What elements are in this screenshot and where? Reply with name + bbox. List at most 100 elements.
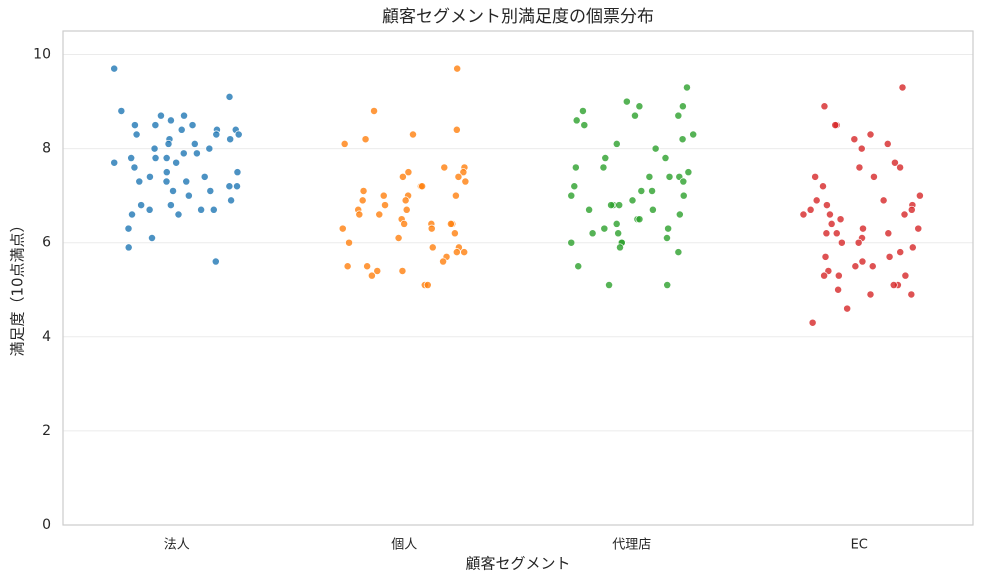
point: [901, 271, 910, 280]
point: [200, 172, 209, 181]
point: [423, 281, 432, 290]
point: [679, 191, 688, 200]
point: [637, 187, 646, 195]
point: [665, 172, 674, 181]
point: [819, 182, 827, 191]
point: [454, 172, 463, 181]
point: [889, 281, 898, 290]
point: [343, 262, 352, 271]
point: [908, 243, 917, 252]
point: [130, 163, 139, 172]
point: [821, 252, 830, 261]
point: [631, 111, 639, 120]
point: [612, 219, 621, 228]
point: [858, 257, 867, 266]
y-tick-label: 6: [42, 235, 51, 251]
point: [570, 182, 579, 191]
point: [674, 111, 683, 120]
y-tick-label: 8: [42, 141, 51, 157]
point: [172, 158, 181, 167]
point: [358, 196, 367, 205]
x-tick-label: 代理店: [612, 538, 651, 553]
point: [674, 248, 683, 257]
point: [869, 172, 878, 181]
x-axis-label: 顧客セグメント: [465, 555, 570, 573]
point: [148, 234, 156, 242]
point: [601, 154, 610, 162]
point: [363, 262, 372, 271]
point: [427, 224, 436, 233]
point: [164, 139, 173, 148]
point: [439, 257, 448, 266]
points: [110, 64, 924, 327]
chart-title: 顧客セグメント別満足度の個票分布: [382, 7, 654, 27]
x-tick-label: 個人: [391, 538, 417, 553]
point: [855, 163, 864, 172]
point: [381, 201, 389, 210]
point: [907, 290, 916, 299]
point: [675, 210, 684, 219]
point: [572, 116, 581, 125]
point: [461, 177, 470, 186]
point: [370, 107, 378, 115]
point: [648, 205, 657, 214]
point: [177, 125, 186, 134]
point: [225, 182, 234, 191]
point: [233, 182, 241, 191]
point: [811, 172, 820, 181]
point: [145, 205, 154, 214]
point: [110, 64, 119, 73]
point: [209, 205, 218, 214]
point: [825, 210, 834, 219]
point: [600, 224, 609, 233]
point: [635, 102, 644, 111]
point: [898, 83, 907, 92]
point: [124, 224, 133, 233]
point: [211, 257, 220, 266]
point: [689, 130, 698, 139]
point: [227, 196, 236, 205]
point: [866, 290, 875, 299]
y-axis-label: 満足度（10点満点）: [9, 217, 27, 356]
point: [605, 281, 614, 290]
point: [822, 201, 831, 210]
point: [574, 262, 583, 271]
point: [588, 229, 597, 238]
point: [453, 64, 462, 73]
point: [578, 107, 587, 115]
point: [446, 219, 455, 228]
y-tick-label: 0: [42, 517, 51, 533]
point: [884, 229, 893, 238]
x-tick-label: EC: [851, 538, 868, 553]
point: [836, 215, 845, 224]
point: [851, 262, 860, 271]
point: [663, 281, 672, 290]
point: [169, 187, 177, 195]
point: [127, 154, 136, 162]
point: [834, 271, 843, 280]
y-tick-label: 2: [42, 423, 51, 439]
point: [367, 271, 376, 280]
point: [124, 243, 133, 252]
point: [225, 92, 234, 101]
point: [404, 168, 413, 177]
point: [402, 205, 411, 214]
point: [831, 121, 840, 130]
point: [233, 168, 242, 177]
point: [837, 238, 846, 247]
point: [452, 248, 461, 257]
point: [896, 248, 905, 257]
point: [683, 83, 691, 92]
point: [180, 111, 188, 120]
point: [452, 125, 461, 134]
point: [615, 201, 624, 210]
point: [915, 191, 924, 200]
point: [879, 196, 888, 205]
point: [117, 107, 126, 115]
point: [571, 163, 580, 172]
point: [607, 201, 616, 210]
point: [151, 154, 160, 162]
point: [174, 210, 183, 219]
point: [635, 215, 644, 224]
point: [857, 144, 866, 153]
